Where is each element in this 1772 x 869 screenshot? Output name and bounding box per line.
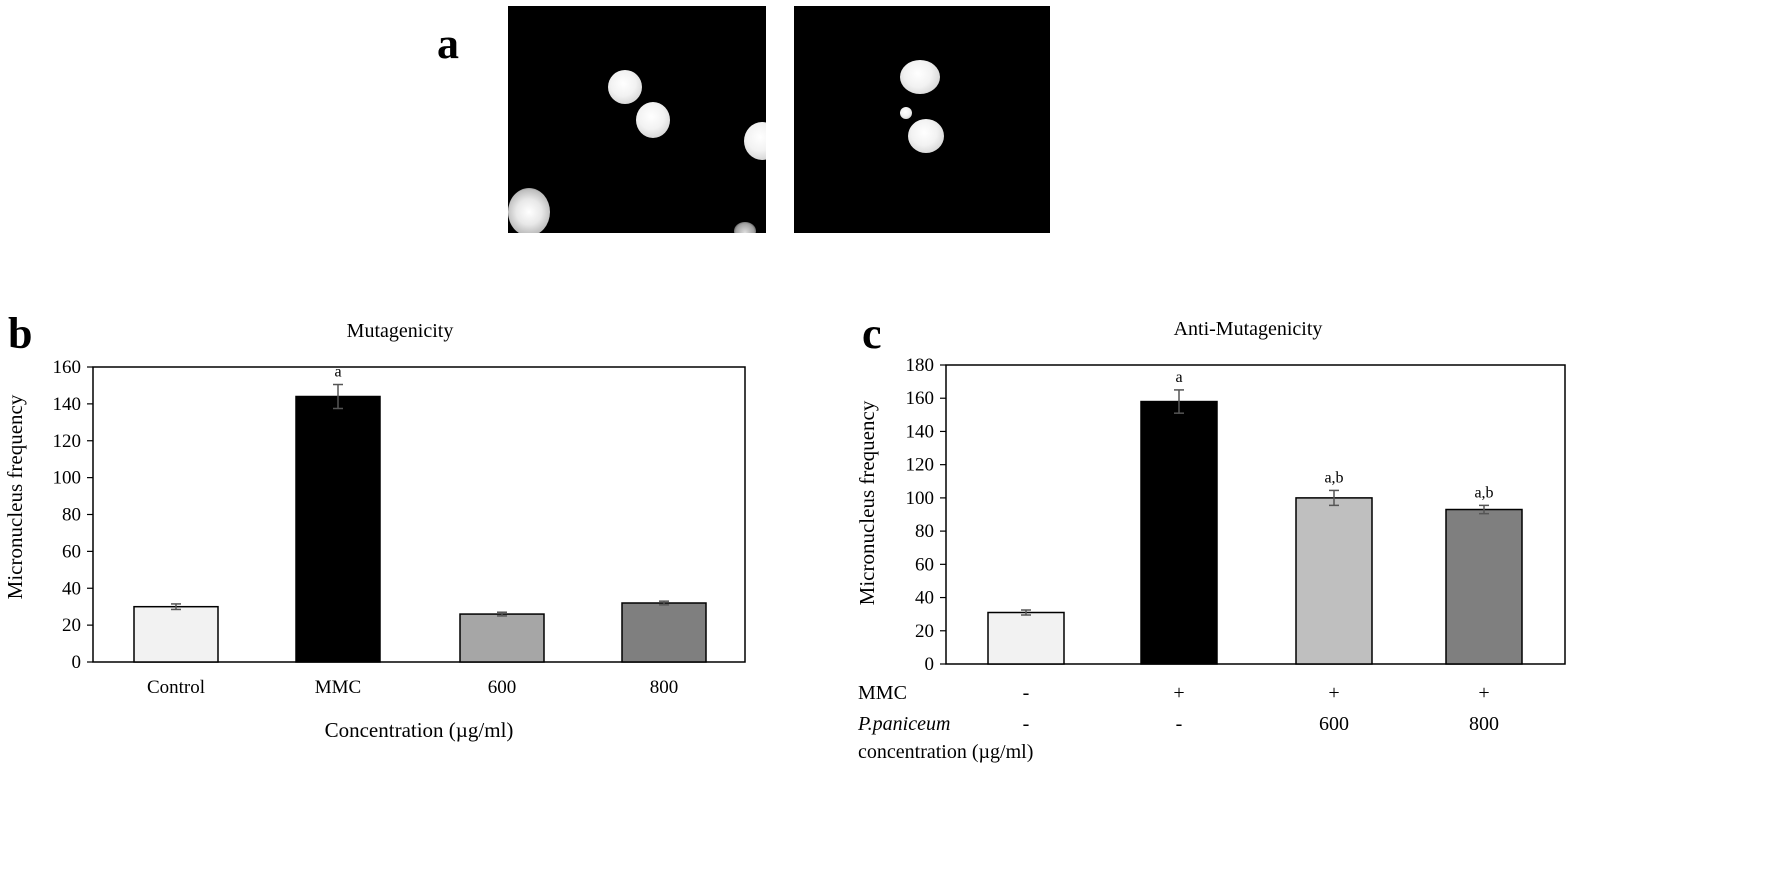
treatment-row-value: + bbox=[1173, 682, 1184, 704]
y-tick-label: 20 bbox=[62, 615, 81, 636]
significance-label: a bbox=[1175, 369, 1182, 386]
bar bbox=[987, 611, 1065, 665]
significance-label: a,b bbox=[1474, 484, 1493, 501]
micrograph-left bbox=[508, 6, 766, 233]
treatment-row-value: - bbox=[1023, 682, 1030, 704]
y-tick-label: 20 bbox=[915, 621, 934, 642]
bar bbox=[1295, 497, 1373, 665]
y-tick-label: 40 bbox=[62, 578, 81, 599]
y-tick-label: 120 bbox=[53, 431, 82, 452]
x-axis-label: Concentration (µg/ml) bbox=[325, 718, 514, 742]
y-tick-label: 100 bbox=[906, 488, 935, 509]
treatment-row-value: 600 bbox=[1319, 713, 1349, 735]
treatment-row-label: concentration (µg/ml) bbox=[858, 741, 1033, 763]
bar bbox=[459, 613, 545, 663]
treatment-row-value: + bbox=[1328, 682, 1339, 704]
treatment-row-value: + bbox=[1478, 682, 1489, 704]
y-tick-label: 0 bbox=[72, 652, 82, 673]
bar bbox=[1140, 400, 1218, 665]
y-tick-label: 160 bbox=[906, 388, 935, 409]
treatment-row-value: - bbox=[1023, 713, 1030, 735]
y-tick-label: 40 bbox=[915, 588, 934, 609]
panel-b-letter: b bbox=[8, 309, 33, 358]
y-tick-label: 180 bbox=[906, 355, 935, 376]
nucleus-cell bbox=[744, 122, 766, 160]
y-tick-label: 120 bbox=[906, 455, 935, 476]
bar bbox=[621, 602, 707, 663]
chart-title: Mutagenicity bbox=[347, 320, 454, 342]
chart-title: Anti-Mutagenicity bbox=[1174, 318, 1323, 340]
y-tick-label: 140 bbox=[906, 421, 935, 442]
nucleus-cell bbox=[900, 60, 940, 94]
bar bbox=[1445, 508, 1523, 665]
y-tick-label: 60 bbox=[62, 541, 81, 562]
nucleus-cell bbox=[636, 102, 670, 138]
treatment-row-label: P.paniceum bbox=[857, 713, 950, 735]
treatment-row-value: 800 bbox=[1469, 713, 1499, 735]
x-tick-label: MMC bbox=[315, 677, 361, 698]
treatment-row-value: - bbox=[1176, 713, 1183, 735]
y-axis-label: Micronucleus frequency bbox=[855, 400, 879, 605]
y-tick-label: 100 bbox=[53, 468, 82, 489]
plot-frame bbox=[945, 364, 1566, 665]
x-tick-label: Control bbox=[147, 677, 205, 698]
y-tick-label: 60 bbox=[915, 554, 934, 575]
panel-a-letter: a bbox=[437, 19, 459, 68]
y-tick-label: 0 bbox=[925, 654, 935, 675]
treatment-row-label: MMC bbox=[858, 682, 907, 704]
micrograph-right bbox=[794, 6, 1050, 233]
panel-c-letter: c bbox=[862, 309, 882, 358]
nucleus-cell bbox=[908, 119, 944, 153]
y-axis-label: Micronucleus frequency bbox=[3, 394, 27, 599]
significance-label: a bbox=[334, 364, 341, 381]
nucleus-cell bbox=[508, 188, 550, 233]
nucleus-cell bbox=[608, 70, 642, 104]
bar bbox=[295, 395, 381, 663]
x-tick-label: 800 bbox=[650, 677, 679, 698]
nucleus-cell bbox=[734, 222, 756, 233]
micronucleus-cell bbox=[900, 107, 912, 119]
y-tick-label: 80 bbox=[62, 505, 81, 526]
significance-label: a,b bbox=[1324, 469, 1343, 486]
bar bbox=[133, 605, 219, 663]
y-tick-label: 140 bbox=[53, 394, 82, 415]
y-tick-label: 80 bbox=[915, 521, 934, 542]
y-tick-label: 160 bbox=[53, 357, 82, 378]
x-tick-label: 600 bbox=[488, 677, 517, 698]
